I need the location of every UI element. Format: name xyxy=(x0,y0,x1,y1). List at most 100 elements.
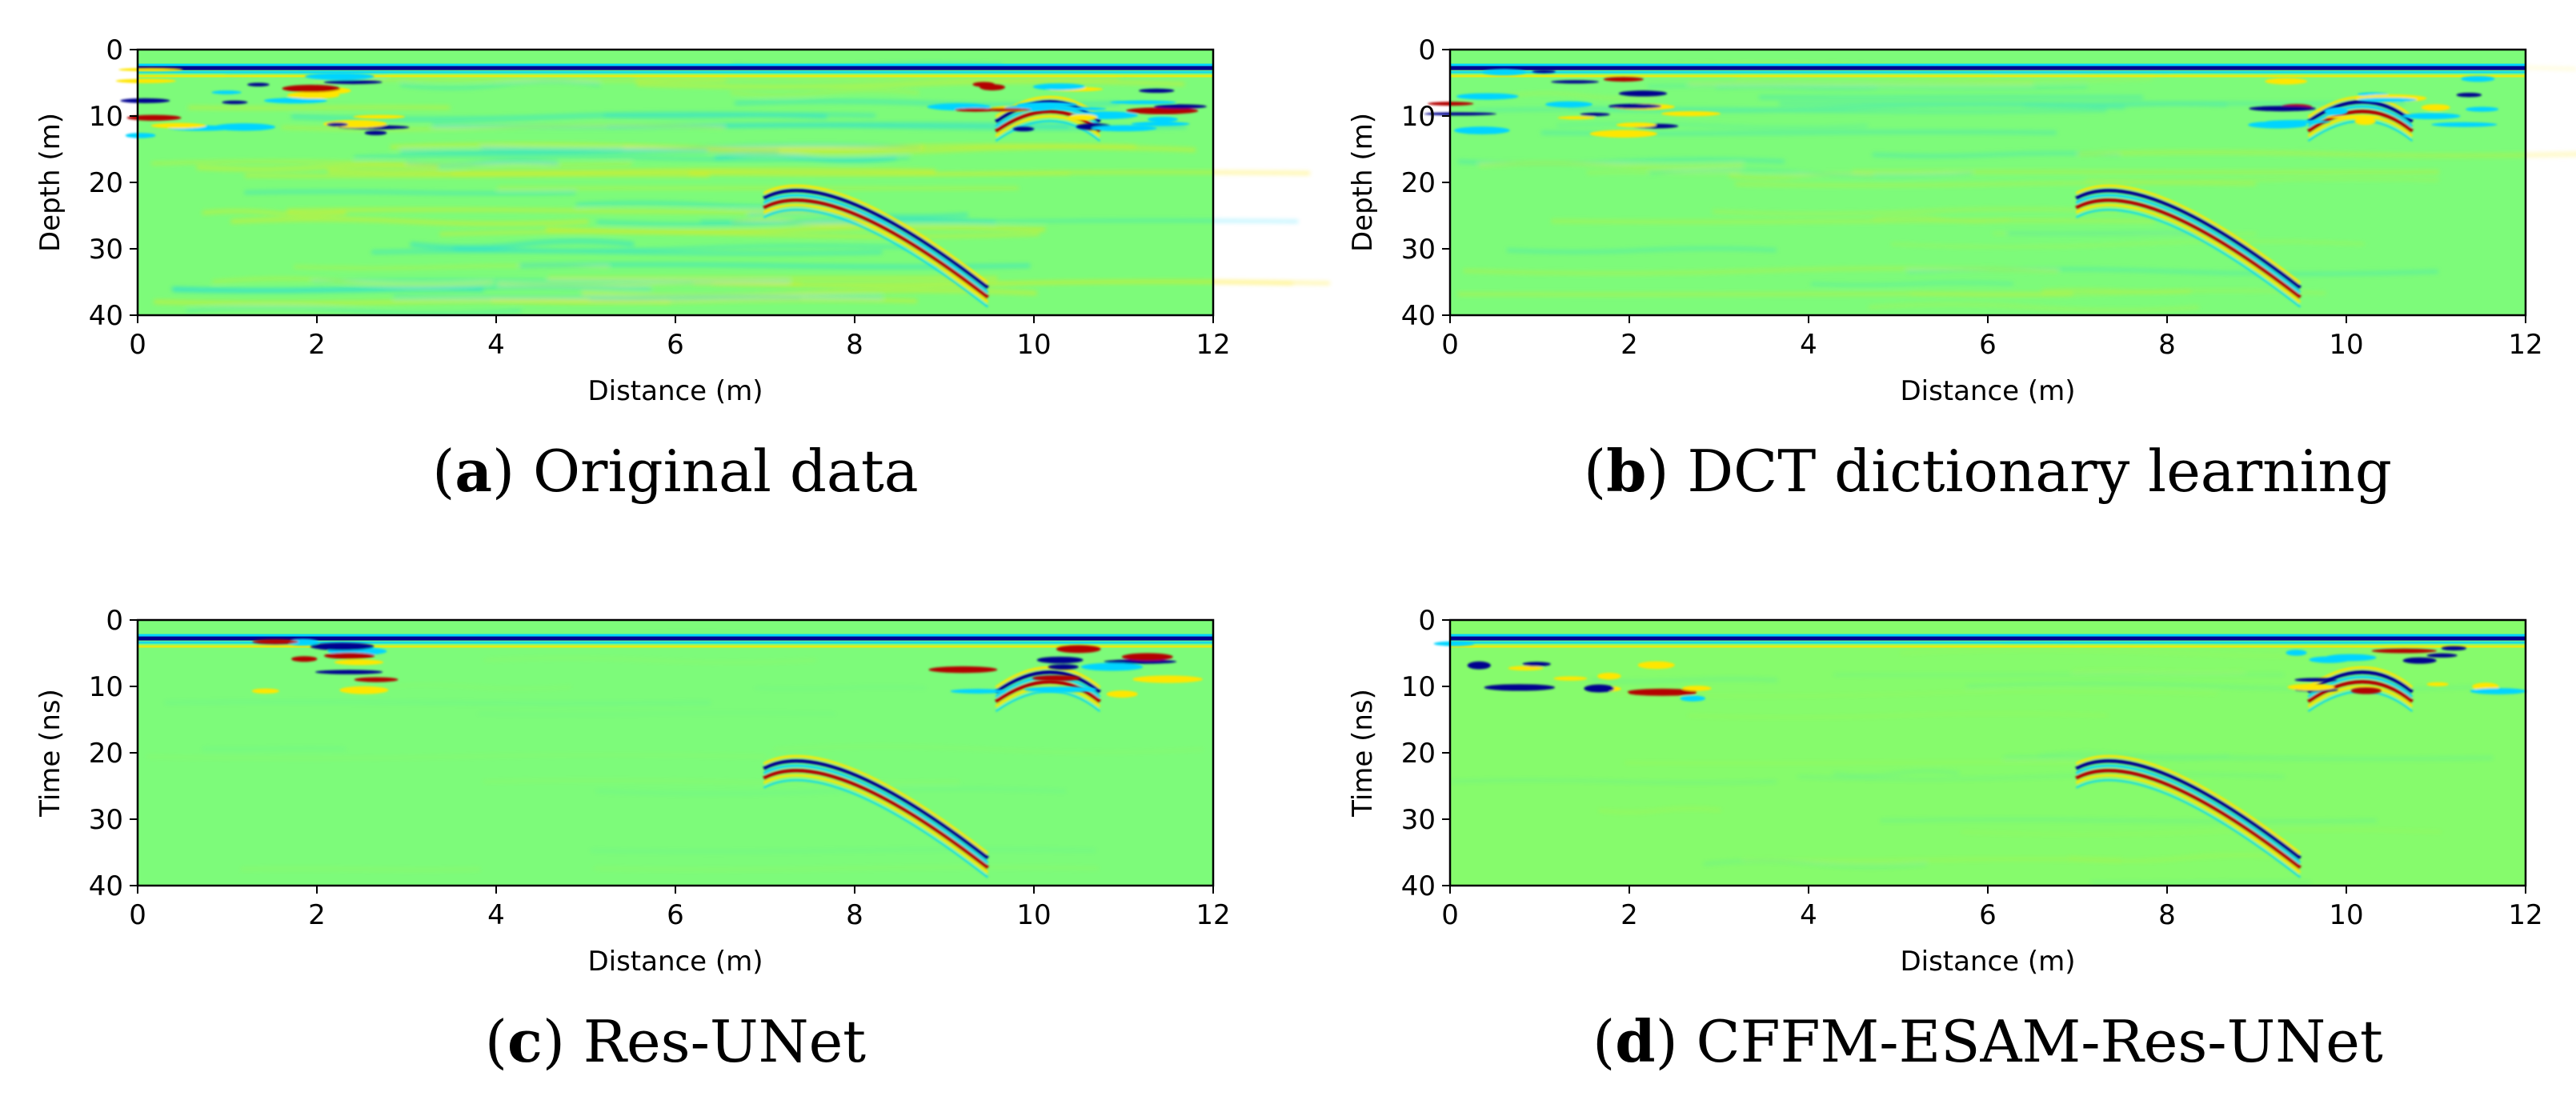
hyperbola-band xyxy=(2075,198,2302,299)
clutter-blob xyxy=(1453,126,1510,134)
noise-stripe xyxy=(410,238,635,250)
clutter-blob xyxy=(1584,684,1615,693)
clutter-blob xyxy=(222,100,248,105)
caption-title-a: Original data xyxy=(533,438,919,505)
clutter-blob xyxy=(1080,662,1144,671)
x-tick-label: 6 xyxy=(1979,899,1997,931)
surface-reflection-d xyxy=(1450,636,2526,641)
clutter-blob xyxy=(1680,695,1706,702)
x-tick-label: 10 xyxy=(1016,329,1051,361)
x-tick-label: 4 xyxy=(1800,899,1817,931)
noise-stripe xyxy=(314,78,726,82)
surface-reflection-ringing-c xyxy=(138,645,1213,648)
heatmap-a xyxy=(115,48,1330,317)
noise-stripe xyxy=(483,656,817,665)
noise-texture-d xyxy=(1451,638,2494,885)
clutter-blob xyxy=(1608,103,1662,109)
clutter-blob xyxy=(1147,116,1178,122)
x-ticks-a: 0 2 4 6 8 10 12 xyxy=(129,315,1231,361)
noise-stripe xyxy=(2077,150,2576,158)
y-tick-label: 30 xyxy=(1401,234,1436,266)
y-tick-label: 40 xyxy=(1401,870,1436,902)
surface-reflection-ringing-b xyxy=(1450,74,2526,78)
surface-reflection-c xyxy=(138,636,1213,641)
caption-c: (c) Res-UNet xyxy=(485,1007,866,1075)
noise-stripe xyxy=(1880,818,2378,824)
clutter-blob xyxy=(2286,650,2307,656)
clutter-blob xyxy=(2431,122,2498,127)
heatmap-b xyxy=(1424,48,2576,317)
surface-reflection-cyan-a xyxy=(138,63,1213,66)
hyperbola-band xyxy=(2075,754,2302,854)
noise-stripe xyxy=(230,217,589,226)
x-axis-label-d: Distance (m) xyxy=(1900,946,2075,978)
clutter-blob xyxy=(1131,122,1190,126)
noise-stripe xyxy=(281,124,724,131)
clutter-blob xyxy=(1508,666,1544,671)
clutter-blob xyxy=(2326,115,2382,119)
caption-letter-c: c xyxy=(507,1007,543,1075)
clutter-blob xyxy=(2402,113,2461,120)
noise-stripe xyxy=(164,699,711,706)
clutter-blob xyxy=(2350,687,2382,694)
caption-a: (a) Original data xyxy=(432,437,918,505)
x-tick-label: 12 xyxy=(1196,899,1230,931)
x-tick-label: 0 xyxy=(1441,899,1459,931)
surface-reflection-lower-d xyxy=(1450,641,2526,644)
clutter-blob xyxy=(252,639,298,645)
surface-reflection-cyan-b xyxy=(1450,63,2526,66)
clutter-blob xyxy=(2324,107,2348,115)
noise-stripe xyxy=(714,152,897,163)
hyperbola-band xyxy=(763,754,989,854)
clutter-c-4 xyxy=(928,645,1203,698)
noise-stripe xyxy=(1591,677,1778,684)
clutter-blob xyxy=(1056,645,1101,654)
noise-stripe xyxy=(244,174,710,178)
hyperbola-band xyxy=(2075,203,2302,303)
clutter-blob xyxy=(1603,77,1644,82)
noise-stripe xyxy=(2072,670,2245,674)
noise-stripe xyxy=(575,201,835,209)
noise-stripe xyxy=(1873,215,2010,223)
hyperbola-band xyxy=(2075,758,2302,860)
noise-stripe xyxy=(1507,92,1659,100)
clutter-blob xyxy=(323,80,383,85)
panel-c: 0 2 4 6 8 10 12 0 10 20 30 40 Distance (m) Time (n… xyxy=(34,605,1231,1075)
x-tick-label: 8 xyxy=(2158,329,2176,361)
noise-stripe xyxy=(378,683,572,690)
x-tick-label: 8 xyxy=(2158,899,2176,931)
clutter-blob xyxy=(1597,672,1621,680)
noise-stripe xyxy=(1797,773,2285,781)
clutter-blob xyxy=(1048,664,1079,670)
caption-title-b: DCT dictionary learning xyxy=(1687,438,2392,505)
clutter-blob xyxy=(1110,100,1176,105)
y-axis-label-c: Time (ns) xyxy=(34,689,66,818)
x-axis-label-a: Distance (m) xyxy=(587,375,763,407)
hyperbola-band xyxy=(2306,679,2414,704)
noise-stripe xyxy=(1735,181,2257,187)
noise-stripe xyxy=(1833,770,1960,778)
noise-stripe xyxy=(1598,806,1722,814)
hyperbola-band xyxy=(2075,188,2302,290)
clutter-blob xyxy=(2461,75,2495,82)
x-tick-label: 10 xyxy=(2329,899,2363,931)
heatmap-d xyxy=(1433,618,2527,887)
surface-reflection-ringing-d xyxy=(1450,645,2526,648)
clutter-blob xyxy=(1012,126,1035,132)
clutter-blob xyxy=(1068,114,1098,121)
clutter-blob xyxy=(353,114,406,119)
heatmap-background-b xyxy=(1450,50,2526,315)
hyperbola-band xyxy=(994,670,1101,694)
noise-stripe xyxy=(1451,778,1777,785)
noise-stripe xyxy=(546,225,1046,234)
noise-stripe xyxy=(2003,754,2494,761)
clutter-blob xyxy=(1553,676,1588,681)
hyperbola-a-2 xyxy=(763,184,989,308)
noise-stripe xyxy=(1743,857,2121,863)
noise-stripe xyxy=(171,285,651,293)
clutter-blob xyxy=(1484,684,1556,691)
clutter-blob xyxy=(118,67,183,72)
surface-reflection-ringing-a xyxy=(138,74,1213,78)
y-tick-label: 10 xyxy=(1401,671,1436,703)
